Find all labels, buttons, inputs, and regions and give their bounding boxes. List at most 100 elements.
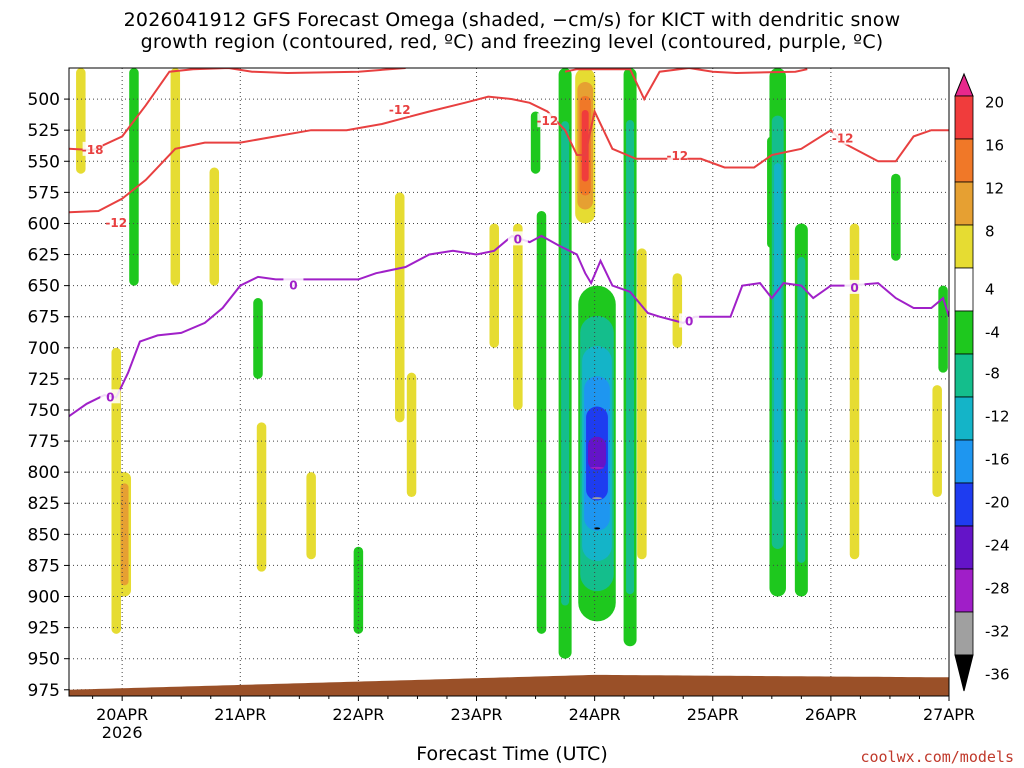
colorbar-label: -28 <box>985 579 1010 597</box>
y-tick-label: 775 <box>28 432 60 452</box>
contour-dgz-line <box>564 68 808 102</box>
omega-cell <box>774 163 782 502</box>
x-tick-label: 26APR <box>805 705 857 724</box>
colorbar-swatch <box>954 267 974 312</box>
y-tick-label: 800 <box>28 463 60 483</box>
colorbar-swatch <box>954 568 974 613</box>
colorbar-swatch <box>954 525 974 570</box>
contour-label-bg <box>82 141 103 156</box>
x-tick-label: 25APR <box>687 705 739 724</box>
chart-title-line-1: 2026041912 GFS Forecast Omega (shaded, −… <box>123 9 901 31</box>
contour-label-bg <box>667 148 688 163</box>
x-axis-label: Forecast Time (UTC) <box>0 743 1024 765</box>
x-tick-label: 20APR <box>96 705 148 724</box>
contour-label: -12 <box>666 149 688 163</box>
contour-label-bg <box>507 231 528 246</box>
colorbar-label: 16 <box>985 136 1004 154</box>
y-tick-label: 675 <box>28 308 60 328</box>
contour-label-bg <box>844 279 865 294</box>
colorbar-swatch <box>954 181 974 226</box>
colorbar-swatch <box>954 95 974 140</box>
omega-cell <box>129 68 139 286</box>
y-tick-label: 750 <box>28 401 60 421</box>
colorbar-swatch <box>954 310 974 355</box>
y-tick-label: 825 <box>28 494 60 514</box>
omega-cell <box>353 546 364 634</box>
y-tick-label: 975 <box>28 681 60 701</box>
omega-cell <box>626 120 635 595</box>
omega-cell <box>394 192 405 423</box>
x-tick-label: 21APR <box>214 705 266 724</box>
plot-frame <box>68 67 950 697</box>
colorbar: 20 16 12 8 4 -4 -8 -12 -16 -20 -24 -28 -32 -36 <box>954 72 1010 692</box>
y-tick-label: 625 <box>28 246 60 266</box>
colorbar-label: 8 <box>985 222 995 240</box>
colorbar-label: -8 <box>985 364 1000 382</box>
x-tick-year-label: 2026 <box>102 723 143 742</box>
contour-label: 0 <box>106 390 114 404</box>
contour-label: 0 <box>289 278 297 292</box>
contour-label-bg <box>832 130 853 145</box>
y-tick-label: 600 <box>28 214 60 234</box>
contour-label-bg <box>537 113 558 128</box>
y-tick-label: 875 <box>28 556 60 576</box>
omega-cell <box>256 422 267 572</box>
contour-lines: -12 -12 -12 -12 -12 -18 0 0 0 0 0 <box>69 68 949 418</box>
colorbar-swatch <box>954 224 974 269</box>
contour-label: 0 <box>514 232 522 246</box>
colorbar-label: -4 <box>985 324 1000 342</box>
omega-cell <box>561 121 570 606</box>
colorbar-label: -20 <box>985 493 1010 511</box>
y-tick-label: 700 <box>28 339 60 359</box>
contour-label-bg <box>679 313 700 328</box>
x-tick-label: 22APR <box>332 705 384 724</box>
colorbar-label: -32 <box>985 622 1010 640</box>
y-tick-label: 900 <box>28 588 60 608</box>
omega-cell <box>536 211 547 634</box>
colorbar-swatch <box>954 353 974 398</box>
grid-lines <box>69 68 950 696</box>
source-credit: coolwx.com/models <box>860 748 1014 766</box>
y-tick-label: 725 <box>28 370 60 390</box>
y-axis: 500 525 550 575 600 625 650 675 700 725 750 775 800 8… <box>28 90 69 701</box>
terrain-fill <box>69 674 949 696</box>
omega-cell <box>406 372 417 498</box>
omega-cell <box>209 167 220 286</box>
contour-label: -12 <box>105 216 127 230</box>
colorbar-swatch <box>954 611 974 656</box>
contour-freezing-line <box>69 234 949 418</box>
colorbar-swatch <box>954 138 974 183</box>
omega-cell <box>672 273 683 348</box>
colorbar-swatch <box>954 482 974 527</box>
colorbar-arrow-bottom <box>954 654 974 692</box>
chart-title-line-2: growth region (contoured, red, ºC) and f… <box>140 31 884 53</box>
y-tick-label: 550 <box>28 152 60 172</box>
contour-label-bg <box>389 102 410 117</box>
contour-label: -12 <box>537 114 559 128</box>
omega-cell <box>591 497 603 500</box>
contour-label: 0 <box>685 314 693 328</box>
omega-cell <box>588 436 606 471</box>
colorbar-swatch <box>954 396 974 441</box>
x-tick-label: 23APR <box>450 705 502 724</box>
y-tick-label: 525 <box>28 121 60 141</box>
y-tick-label: 575 <box>28 183 60 203</box>
contour-label: 0 <box>850 281 858 295</box>
colorbar-arrow-top <box>954 72 974 97</box>
omega-cell <box>253 298 263 379</box>
colorbar-label: 4 <box>985 281 995 299</box>
colorbar-swatch <box>954 439 974 484</box>
omega-cell <box>170 68 181 286</box>
x-tick-label: 24APR <box>569 705 621 724</box>
omega-cell <box>76 68 86 174</box>
colorbar-label: 20 <box>985 93 1004 111</box>
y-tick-label: 850 <box>28 525 60 545</box>
y-tick-label: 500 <box>28 90 60 110</box>
colorbar-label: -24 <box>985 536 1010 554</box>
colorbar-label: 12 <box>985 179 1004 197</box>
colorbar-label: -36 <box>985 665 1010 683</box>
omega-cell <box>891 173 901 261</box>
y-tick-label: 950 <box>28 650 60 670</box>
